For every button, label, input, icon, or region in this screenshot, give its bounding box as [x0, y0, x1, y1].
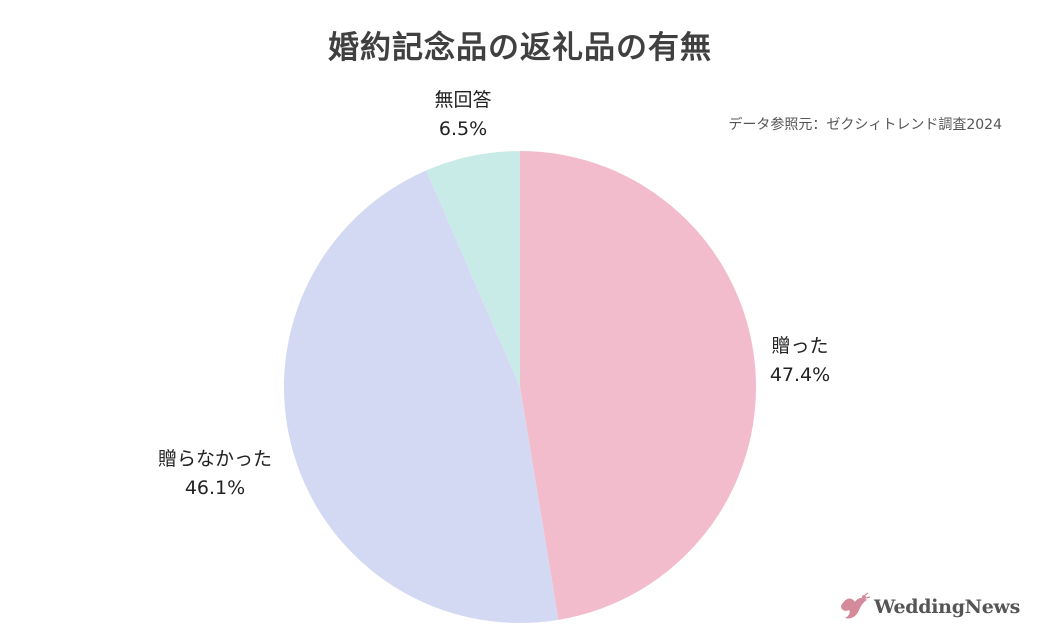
slice-value-no-answer: 6.5% — [439, 118, 487, 140]
slice-value-did-not-give: 46.1% — [185, 477, 245, 499]
source-note: データ参照元：ゼクシィトレンド調査2024 — [728, 117, 1002, 133]
slice-value-gave: 47.4% — [770, 364, 830, 386]
chart-title: 婚約記念品の返礼品の有無 — [328, 30, 712, 66]
slice-label-gave: 贈った — [771, 335, 828, 357]
logo-text: WeddingNews — [874, 596, 1020, 618]
pie-slice-no-answer — [426, 151, 520, 387]
dove-icon — [841, 592, 871, 619]
slice-label-no-answer: 無回答 — [434, 89, 491, 111]
wedding-news-logo: WeddingNews — [837, 592, 1020, 622]
slice-label-did-not-give: 贈らなかった — [158, 448, 272, 470]
pie-slice-gave — [520, 151, 757, 620]
pie-slice-did-not-give — [283, 170, 559, 624]
